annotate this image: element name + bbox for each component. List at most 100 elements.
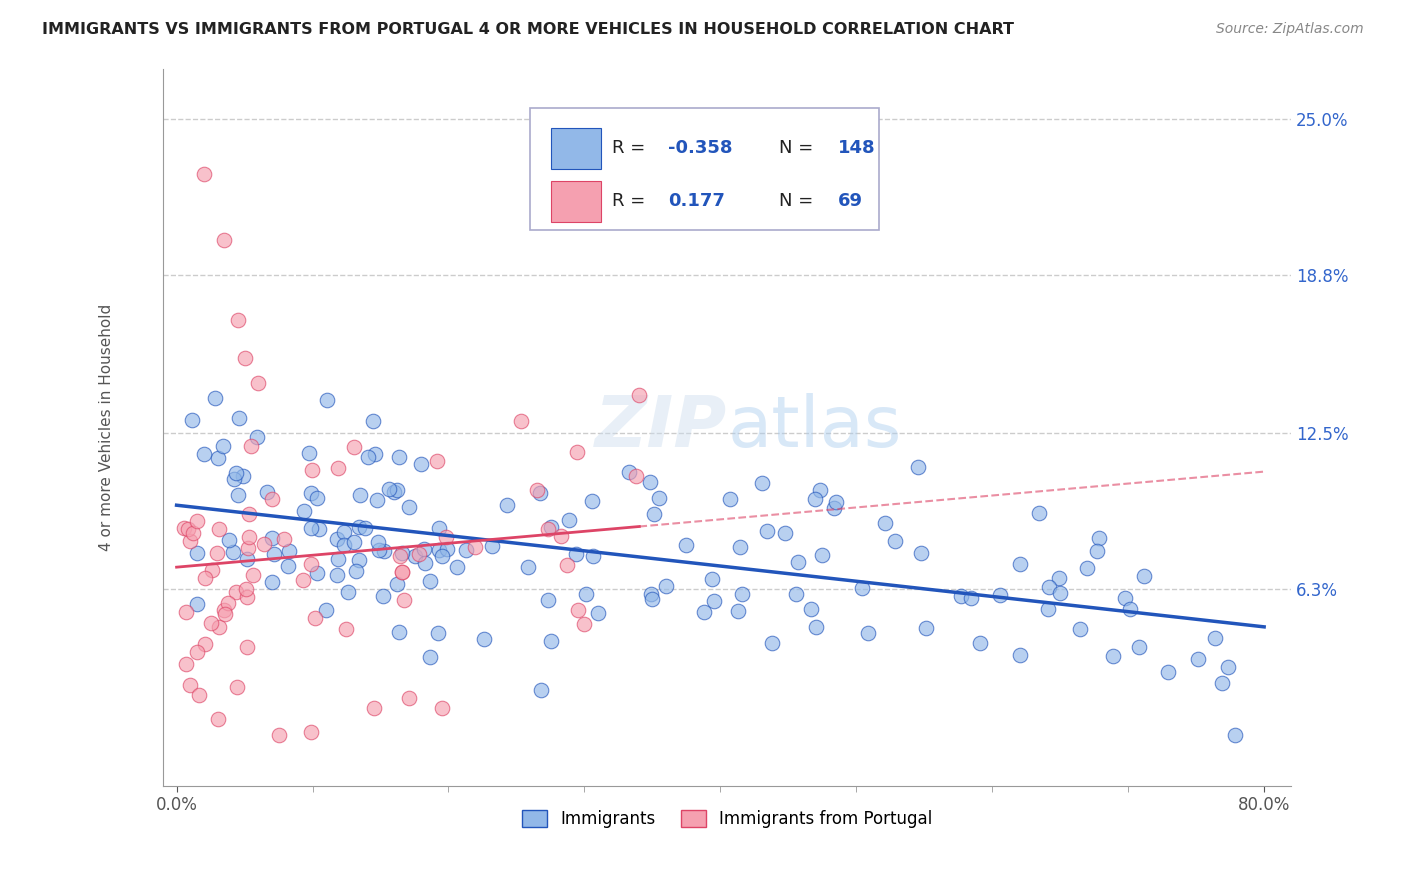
Point <box>226 313 249 327</box>
Point <box>1069 622 1091 636</box>
Point <box>574 616 596 631</box>
Point <box>238 507 260 521</box>
Point <box>785 587 807 601</box>
Point <box>436 542 458 557</box>
Point <box>391 565 413 579</box>
Point <box>388 450 411 465</box>
Point <box>404 549 426 563</box>
Point <box>728 540 751 554</box>
Point <box>588 606 610 620</box>
Point <box>408 547 430 561</box>
Point <box>385 576 408 591</box>
Point <box>307 491 329 506</box>
Point <box>208 620 231 634</box>
Point <box>804 620 827 634</box>
Point <box>540 633 562 648</box>
Point <box>354 520 377 534</box>
Point <box>256 485 278 500</box>
Point <box>347 520 370 534</box>
Point <box>385 483 408 497</box>
Text: R =: R = <box>612 139 651 157</box>
Point <box>186 514 208 528</box>
Point <box>641 592 664 607</box>
Point <box>1047 572 1070 586</box>
Y-axis label: 4 or more Vehicles in Household: 4 or more Vehicles in Household <box>100 303 114 550</box>
Point <box>246 430 269 444</box>
Point <box>643 507 665 521</box>
Point <box>761 636 783 650</box>
Point <box>988 588 1011 602</box>
Point <box>1036 602 1059 616</box>
Point <box>316 392 339 407</box>
Point <box>367 534 389 549</box>
Point <box>823 501 845 516</box>
Point <box>731 587 754 601</box>
Point <box>426 454 449 468</box>
Point <box>233 351 256 365</box>
Text: N =: N = <box>779 192 820 211</box>
FancyBboxPatch shape <box>551 180 600 221</box>
Point <box>292 573 315 587</box>
Point <box>186 546 208 560</box>
Point <box>1119 602 1142 616</box>
Point <box>343 534 366 549</box>
Point <box>427 520 450 534</box>
Point <box>347 552 370 566</box>
Point <box>537 593 560 607</box>
Point <box>1008 648 1031 662</box>
Point <box>1076 560 1098 574</box>
Point <box>412 541 434 556</box>
Point <box>326 568 349 582</box>
Point <box>377 482 399 496</box>
Point <box>446 560 468 574</box>
Point <box>263 547 285 561</box>
Point <box>336 585 359 599</box>
Point <box>693 605 716 619</box>
Point <box>235 582 257 597</box>
Point <box>1223 728 1246 742</box>
Point <box>315 602 337 616</box>
Point <box>217 596 239 610</box>
Point <box>472 632 495 646</box>
Point <box>299 521 322 535</box>
Point <box>208 522 231 536</box>
Point <box>565 445 588 459</box>
Point <box>495 498 517 512</box>
Point <box>803 491 825 506</box>
Point <box>800 602 823 616</box>
Point <box>1211 675 1233 690</box>
Point <box>260 532 283 546</box>
Point <box>969 636 991 650</box>
Point <box>915 621 938 635</box>
Point <box>1114 591 1136 605</box>
Point <box>394 593 416 607</box>
FancyBboxPatch shape <box>551 128 600 169</box>
Point <box>702 572 724 586</box>
Point <box>343 440 366 454</box>
Point <box>373 589 395 603</box>
Text: atlas: atlas <box>727 392 901 462</box>
Point <box>367 542 389 557</box>
Point <box>278 544 301 558</box>
Point <box>214 607 236 622</box>
Point <box>225 466 247 480</box>
Point <box>277 558 299 573</box>
Point <box>427 543 450 558</box>
Point <box>628 388 651 402</box>
Point <box>537 522 560 536</box>
Point <box>226 488 249 502</box>
Point <box>212 233 235 247</box>
Point <box>640 475 662 489</box>
Point <box>200 563 222 577</box>
Point <box>301 463 323 477</box>
Point <box>640 587 662 601</box>
Point <box>1216 660 1239 674</box>
Point <box>260 491 283 506</box>
Point <box>333 538 356 552</box>
Point <box>1156 665 1178 679</box>
Point <box>949 589 972 603</box>
Point <box>363 414 385 428</box>
Point <box>389 549 412 563</box>
Point <box>273 532 295 546</box>
Point <box>419 650 441 665</box>
